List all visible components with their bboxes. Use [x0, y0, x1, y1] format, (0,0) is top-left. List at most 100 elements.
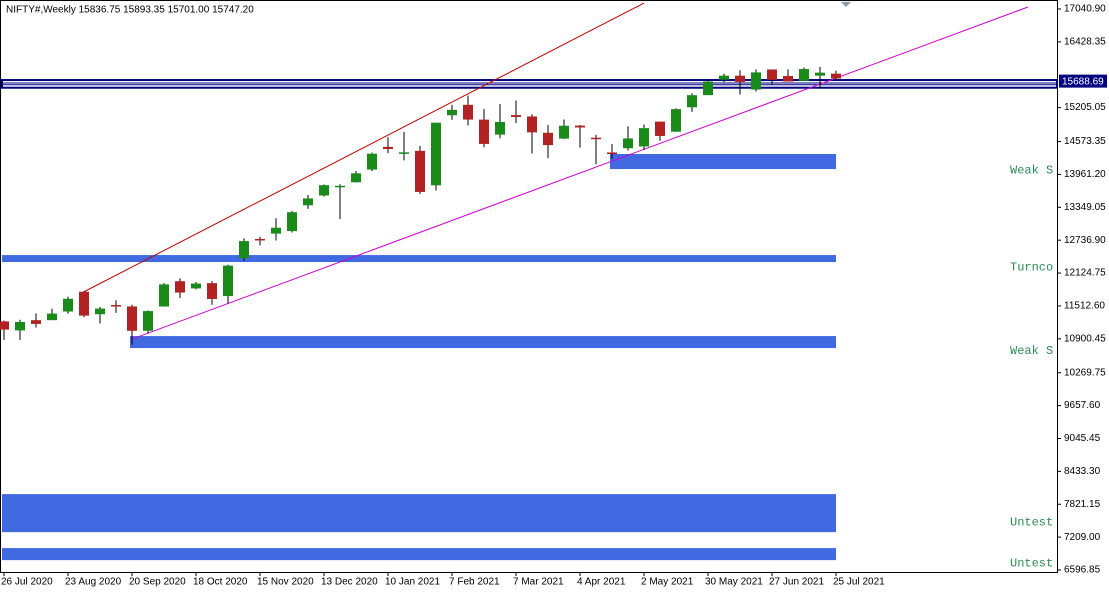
candle-body	[255, 238, 265, 241]
candle-body	[511, 115, 521, 117]
candle-body	[143, 311, 153, 331]
candle-body	[543, 132, 553, 146]
candle-body	[191, 283, 201, 289]
candle-body	[239, 241, 249, 259]
candle-body	[495, 121, 505, 135]
candle-body	[95, 308, 105, 315]
x-tick-label: 23 Aug 2020	[65, 577, 122, 588]
zone-label: Weak S	[1010, 344, 1053, 358]
trendline	[131, 6, 1029, 340]
x-tick-label: 7 Mar 2021	[513, 577, 564, 588]
y-tick-label: 13961.20	[1064, 169, 1106, 180]
y-tick-label: 7821.15	[1064, 499, 1101, 510]
y-tick-label: 15205.05	[1064, 102, 1106, 113]
candle-body	[527, 116, 537, 133]
y-tick-label: 17040.90	[1064, 4, 1106, 15]
chart-title: NIFTY#,Weekly 15836.75 15893.35 15701.00…	[6, 5, 254, 16]
x-tick-label: 26 Jul 2020	[1, 577, 53, 588]
y-tick-label: 12736.90	[1064, 235, 1106, 246]
x-tick-label: 2 May 2021	[641, 577, 694, 588]
candle-body	[47, 313, 57, 321]
candle-body	[175, 281, 185, 293]
candle-body	[735, 75, 745, 82]
candle-body	[687, 95, 697, 108]
candle-body	[63, 298, 73, 312]
candle-body	[383, 146, 393, 150]
candle-body	[351, 173, 361, 183]
x-tick-label: 25 Jul 2021	[833, 577, 885, 588]
price-label: 15688.69	[1062, 76, 1104, 87]
candle-body	[319, 185, 329, 196]
zone-label: Weak S	[1010, 164, 1053, 178]
candle-body	[31, 320, 41, 324]
candle-body	[655, 121, 665, 136]
candle-body	[15, 321, 25, 331]
candle-body	[159, 284, 169, 307]
candle-body	[111, 305, 121, 307]
y-tick-label: 6596.85	[1064, 565, 1101, 576]
candle-body	[127, 306, 137, 331]
x-tick-label: 15 Nov 2020	[257, 577, 314, 588]
x-tick-label: 7 Feb 2021	[449, 577, 500, 588]
candle-body	[447, 109, 457, 116]
zone	[2, 494, 836, 533]
candle-body	[303, 198, 313, 206]
x-tick-label: 20 Sep 2020	[129, 577, 186, 588]
zone	[2, 255, 836, 263]
y-tick-label: 14573.35	[1064, 136, 1106, 147]
candle-body	[399, 152, 409, 154]
y-tick-label: 9045.45	[1064, 433, 1101, 444]
price-label-box	[1059, 74, 1107, 88]
y-tick-label: 10269.75	[1064, 367, 1106, 378]
shift-marker	[841, 2, 851, 7]
x-tick-label: 27 Jun 2021	[769, 577, 824, 588]
x-tick-label: 4 Apr 2021	[577, 577, 626, 588]
candle-body	[79, 291, 89, 316]
zone-label: Untest	[1010, 556, 1053, 570]
candle-body	[783, 76, 793, 82]
candle-body	[623, 138, 633, 149]
trendline	[83, 2, 645, 293]
candle-body	[463, 104, 473, 120]
y-tick-label: 10900.45	[1064, 333, 1106, 344]
candle-body	[607, 152, 617, 155]
zone-label: Untest	[1010, 515, 1053, 529]
candle-body	[223, 265, 233, 297]
candle-body	[559, 125, 569, 139]
y-tick-label: 13349.05	[1064, 202, 1106, 213]
level-box	[1, 79, 1058, 89]
plot-frame	[0, 0, 1058, 573]
candle-body	[287, 212, 297, 232]
zone-label: Turnco	[1010, 261, 1053, 275]
candle-body	[703, 81, 713, 96]
candle-body	[431, 122, 441, 186]
candle-body	[751, 72, 761, 90]
candle-body	[799, 69, 809, 81]
candle-body	[815, 72, 825, 76]
candle-body	[335, 185, 345, 188]
y-tick-label: 12124.75	[1064, 268, 1106, 279]
x-tick-label: 13 Dec 2020	[321, 577, 378, 588]
y-tick-label: 9657.60	[1064, 400, 1101, 411]
candle-body	[271, 227, 281, 234]
candle-body	[479, 119, 489, 144]
candle-body	[207, 283, 217, 299]
zone	[2, 548, 836, 561]
y-tick-label: 7209.00	[1064, 532, 1101, 543]
candle-body	[591, 137, 601, 140]
x-tick-label: 18 Oct 2020	[193, 577, 248, 588]
candle-body	[575, 125, 585, 128]
candle-body	[719, 75, 729, 80]
zone	[610, 154, 836, 170]
candle-body	[415, 150, 425, 192]
zone	[130, 336, 836, 349]
y-tick-label: 8433.30	[1064, 466, 1101, 477]
candle-body	[0, 321, 9, 330]
y-tick-label: 16428.35	[1064, 37, 1106, 48]
candle-body	[639, 128, 649, 147]
x-tick-label: 10 Jan 2021	[385, 577, 440, 588]
candle-body	[367, 153, 377, 170]
x-tick-label: 30 May 2021	[705, 577, 763, 588]
